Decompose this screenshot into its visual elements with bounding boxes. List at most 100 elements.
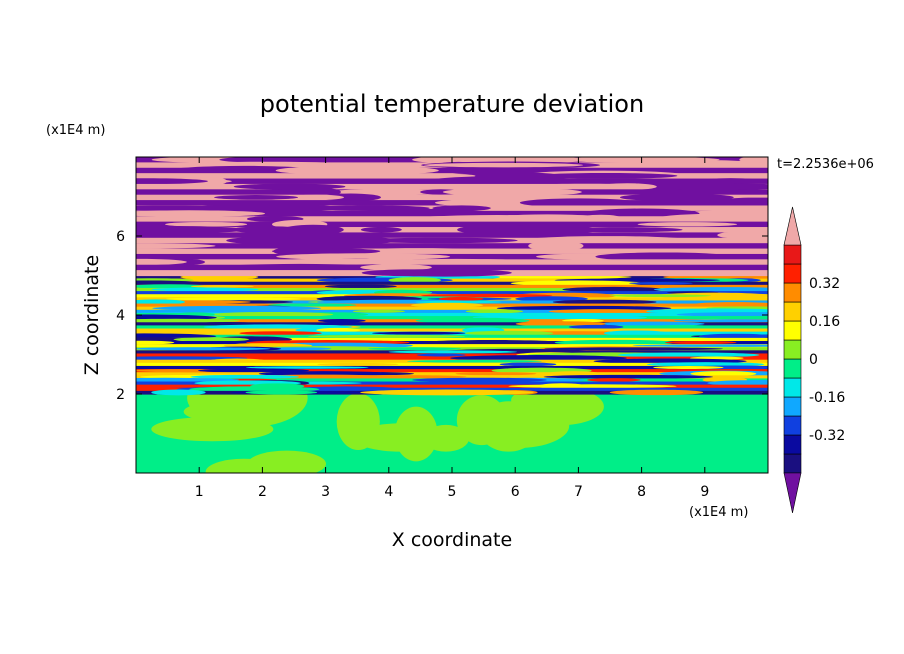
contour-region [388, 277, 442, 284]
contour-region [528, 240, 584, 252]
colorbar-swatch [783, 339, 802, 360]
contour-region [136, 365, 768, 370]
contour-region [136, 178, 208, 185]
contour-region [136, 372, 768, 376]
contour-region [271, 248, 381, 255]
contour-region [705, 197, 768, 209]
contour-region [316, 327, 361, 333]
colorbar-tick-label: 0.16 [809, 314, 840, 330]
contour-region [339, 375, 467, 379]
contour-region [653, 365, 724, 370]
contour-region [656, 292, 768, 299]
colorbar-over-arrow [783, 206, 802, 246]
contour-region [136, 381, 768, 386]
contour-region [455, 372, 537, 376]
contour-region [360, 264, 432, 271]
contour-region [136, 306, 768, 311]
contour-region [477, 225, 603, 235]
contour-region [554, 339, 677, 346]
contour-region [609, 389, 704, 396]
contour-region [197, 368, 310, 373]
contour-region [136, 299, 186, 305]
colorbar-tick-label: 0.32 [809, 276, 840, 292]
contour-region [427, 176, 582, 187]
contour-region [136, 347, 271, 351]
contour-region [508, 384, 677, 389]
contour-region [360, 226, 402, 233]
contour-region [352, 309, 405, 313]
contour-region [289, 386, 402, 393]
contour-region [415, 300, 502, 304]
colorbar-swatch [783, 320, 802, 341]
contour-region [415, 317, 530, 324]
contour-region [136, 316, 768, 320]
z-tick-label: 6 [116, 229, 125, 245]
contour-region [552, 299, 657, 305]
x-tick-label: 5 [448, 484, 457, 500]
contour-region [192, 203, 340, 213]
x-axis: 1 2 3 4 5 6 7 8 9 [195, 157, 709, 500]
contour-region [136, 167, 768, 174]
contour-region [136, 337, 768, 342]
contour-region [183, 401, 261, 422]
contour-field [136, 157, 768, 473]
contour-region [653, 287, 768, 292]
contour-region [136, 194, 768, 201]
z-axis-label: Z coordinate [81, 255, 103, 375]
contour-region [136, 281, 768, 286]
colorbar-swatch [783, 453, 802, 474]
contour-region [136, 284, 209, 289]
colorbar-tick-label: -0.32 [809, 428, 845, 444]
contour-region [136, 340, 175, 345]
contour-region [320, 193, 381, 202]
contour-region [136, 309, 768, 314]
colorbar-swatch [783, 244, 802, 265]
contour-region [231, 226, 306, 234]
contour-region [424, 162, 583, 168]
x-tick-label: 6 [511, 484, 520, 500]
contour-region [333, 188, 449, 196]
contour-region [629, 281, 693, 285]
x-tick-label: 7 [574, 484, 583, 500]
contour-region [664, 340, 737, 345]
contour-region [361, 269, 465, 277]
contour-region [438, 296, 484, 301]
contour-region [136, 284, 768, 289]
contour-region [464, 330, 554, 336]
contour-region [324, 284, 397, 289]
contour-region [632, 344, 768, 347]
contour-region [604, 243, 654, 249]
contour-region [548, 309, 663, 314]
contour-region [136, 377, 240, 383]
contour-region [307, 334, 466, 338]
colorbar-swatch [783, 358, 802, 379]
contour-region [136, 248, 198, 254]
x-tick-label: 3 [321, 484, 330, 500]
contour-region [603, 330, 668, 336]
contour-region [136, 344, 768, 348]
colorbar-tick-label: -0.16 [809, 390, 845, 406]
contour-region [136, 227, 768, 234]
x-axis-label: X coordinate [392, 529, 512, 551]
contour-region [136, 210, 266, 217]
contour-region [652, 160, 768, 170]
contour-region [247, 450, 326, 473]
contour-region [136, 337, 187, 342]
contour-region [422, 340, 562, 346]
contour-region [597, 183, 657, 191]
contour-region [226, 235, 398, 246]
contour-region [214, 195, 299, 200]
contour-region [637, 222, 738, 227]
contour-region [268, 303, 357, 307]
contour-region [136, 384, 768, 389]
contour-region [151, 389, 206, 396]
contour-region [655, 324, 711, 330]
contour-region [368, 347, 462, 351]
contour-region [317, 362, 399, 366]
contour-region [619, 193, 734, 202]
contour-region [136, 287, 768, 292]
contour-region [546, 371, 601, 377]
contour-region [457, 275, 632, 279]
colorbar-swatch [783, 301, 802, 322]
contour-region [138, 232, 207, 238]
